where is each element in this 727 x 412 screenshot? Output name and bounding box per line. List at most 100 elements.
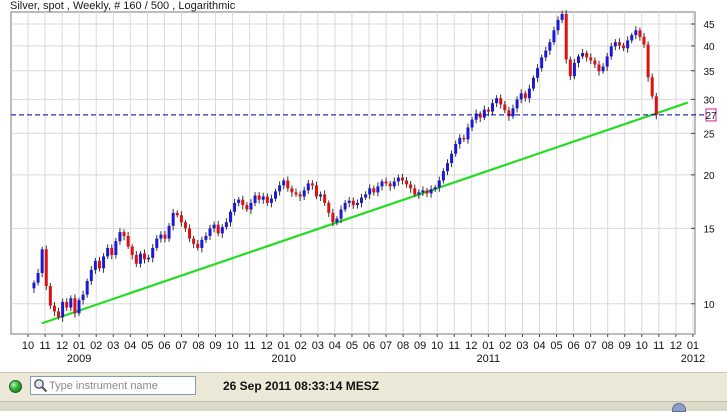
- x-tick-label: 04: [329, 340, 341, 352]
- candle-up: [491, 103, 495, 112]
- candle-up: [609, 46, 613, 57]
- candle-up: [36, 272, 40, 283]
- candle-down: [52, 305, 56, 312]
- candle-up: [536, 68, 540, 78]
- candle-up: [114, 241, 118, 255]
- candle-up: [269, 198, 273, 203]
- y-tick-label: 20: [703, 171, 715, 182]
- x-tick-label: 11: [449, 340, 460, 352]
- candle-up: [81, 294, 85, 301]
- x-tick-label: 11: [39, 340, 50, 352]
- candle-down: [650, 77, 654, 97]
- scroll-knob[interactable]: [672, 403, 686, 412]
- instrument-search-box[interactable]: [30, 376, 196, 395]
- candle-up: [253, 195, 257, 203]
- candle-up: [626, 40, 630, 49]
- x-tick-label: 10: [431, 340, 443, 352]
- candle-up: [474, 113, 478, 120]
- y-tick-label: 10: [703, 300, 715, 311]
- candle-down: [503, 104, 507, 111]
- candle-up: [396, 177, 400, 182]
- x-year-label: 2009: [67, 353, 91, 365]
- x-tick-label: 09: [209, 340, 221, 352]
- candle-up: [249, 202, 253, 210]
- candle-down: [241, 199, 245, 206]
- x-tick-label: 08: [602, 340, 614, 352]
- candle-up: [572, 62, 576, 77]
- candle-down: [351, 200, 355, 206]
- candlestick-chart[interactable]: 27 10 15 20 25 30 35 40 45 10 11 12 01 02 03 04 05 06 07…: [0, 0, 727, 372]
- candle-down: [134, 254, 138, 264]
- candle-down: [65, 301, 69, 308]
- candle-down: [257, 195, 261, 200]
- candle-up: [167, 225, 171, 239]
- candle-up: [32, 282, 36, 289]
- x-tick-label: 01: [278, 340, 290, 352]
- candles-layer: [32, 10, 658, 322]
- candle-down: [310, 183, 314, 186]
- candle-up: [515, 99, 519, 109]
- candle-down: [372, 188, 376, 193]
- candle-down: [568, 59, 572, 77]
- candle-up: [417, 192, 421, 195]
- plot-area: [10, 11, 696, 335]
- candle-down: [654, 96, 658, 115]
- candle-down: [405, 180, 409, 185]
- x-tick-label: 10: [226, 340, 238, 352]
- candle-down: [589, 57, 593, 61]
- candle-down: [617, 42, 621, 46]
- candle-up: [138, 253, 142, 264]
- y-tick-label: 45: [703, 20, 715, 31]
- candle-up: [171, 212, 175, 226]
- candle-up: [339, 209, 343, 219]
- status-led-icon[interactable]: [9, 380, 22, 393]
- y-tick-label: 15: [703, 224, 715, 235]
- candle-up: [433, 187, 437, 190]
- candle-up: [454, 144, 458, 154]
- candle-up: [220, 227, 224, 234]
- candle-up: [470, 119, 474, 128]
- candle-up: [355, 202, 359, 206]
- candle-up: [224, 222, 228, 228]
- trendline-layer: [41, 101, 689, 325]
- x-axis: 10 11 12 01 02 03 04 05 06 07 08 09 10 11 12 01 02 03 04 05…: [22, 334, 705, 365]
- candle-up: [159, 234, 163, 239]
- x-tick-label: 12: [465, 340, 477, 352]
- candle-up: [208, 228, 212, 236]
- candle-up: [634, 30, 638, 36]
- x-tick-label: 02: [499, 340, 511, 352]
- candle-up: [89, 269, 93, 282]
- candle-up: [233, 202, 237, 212]
- candle-up: [118, 232, 122, 242]
- x-tick-label: 09: [619, 340, 631, 352]
- candle-up: [306, 183, 310, 191]
- candle-down: [642, 36, 646, 45]
- x-tick-label: 01: [73, 340, 85, 352]
- candle-down: [163, 234, 167, 239]
- candle-up: [601, 66, 605, 72]
- x-tick-label: 04: [533, 340, 545, 352]
- candle-down: [585, 53, 589, 58]
- candle-down: [384, 181, 388, 184]
- x-tick-label: 02: [295, 340, 307, 352]
- candle-up: [282, 180, 286, 186]
- instrument-search-input[interactable]: [49, 378, 193, 393]
- y-tick-label: 25: [703, 129, 715, 140]
- x-year-label: 2012: [681, 353, 705, 365]
- candle-up: [61, 301, 65, 318]
- x-tick-label: 06: [567, 340, 579, 352]
- candle-down: [327, 202, 331, 213]
- candle-down: [126, 235, 130, 247]
- candle-down: [265, 196, 269, 203]
- candle-up: [204, 235, 208, 240]
- candle-down: [486, 109, 490, 112]
- candle-up: [450, 153, 454, 164]
- candle-down: [110, 247, 114, 255]
- x-tick-label: 11: [244, 340, 255, 352]
- x-tick-label: 06: [158, 340, 170, 352]
- candle-down: [216, 224, 220, 234]
- candle-up: [495, 98, 499, 104]
- y-tick-label: 30: [703, 95, 715, 106]
- candle-up: [380, 181, 384, 187]
